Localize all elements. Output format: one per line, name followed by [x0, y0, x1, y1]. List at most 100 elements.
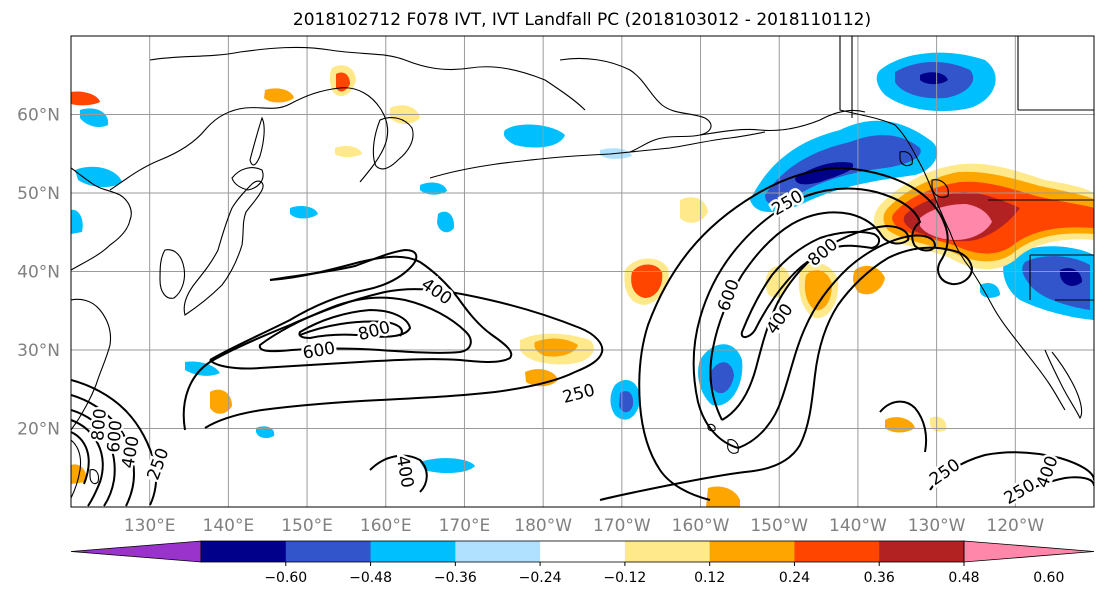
shade-region — [71, 91, 100, 106]
colorbar-segment — [285, 541, 372, 562]
ivt-contours — [71, 166, 1094, 507]
shade-region — [619, 391, 634, 413]
shade-region — [290, 206, 318, 219]
coastline — [89, 469, 100, 485]
shade-region — [920, 72, 948, 85]
colorbar-tick-label: 0.36 — [864, 570, 895, 586]
colorbar-segment — [370, 541, 456, 562]
ivt-contour-400 — [209, 255, 513, 370]
shade-region — [930, 416, 947, 432]
colorbar-segment — [201, 541, 287, 562]
colorbar-segment — [709, 541, 795, 562]
lon-tick-label: 170°E — [439, 516, 491, 536]
coastline — [71, 167, 132, 271]
shade-region — [80, 108, 109, 128]
ivt-contour-400 — [692, 187, 937, 449]
lat-tick-label: 40°N — [17, 263, 60, 283]
ivt-contour-800 — [71, 431, 90, 485]
latitude-labels: 60°N 50°N 40°N 30°N 20°N — [17, 106, 60, 440]
ivt-contour-400 — [209, 248, 418, 361]
colorbar-segment — [879, 541, 965, 562]
coastlines — [71, 36, 1083, 499]
coastline — [71, 298, 112, 431]
political-borders — [851, 36, 1094, 301]
colorbar: −0.60 −0.48 −0.36 −0.24 −0.12 0.12 0.24 0.36 0.4… — [70, 540, 1095, 586]
figure-title: 2018102712 F078 IVT, IVT Landfall PC (20… — [293, 10, 871, 30]
shade-region — [420, 182, 447, 195]
ivt-contour-800 — [298, 308, 412, 340]
longitude-labels: 130°E 140°E 150°E 160°E 170°E 180°W 170°W 160°W… — [124, 516, 1045, 536]
lon-tick-label: 170°W — [593, 516, 651, 536]
ivt-contour-800 — [71, 419, 104, 507]
ivt-contour-600 — [71, 409, 116, 507]
colorbar-segment — [794, 541, 880, 562]
lon-tick-label: 130°E — [124, 516, 176, 536]
coastline — [707, 423, 716, 432]
lon-tick-label: 180°W — [514, 516, 572, 536]
shade-region — [437, 211, 455, 233]
ivt-contour-400 — [369, 454, 428, 493]
shade-region — [534, 338, 578, 357]
shade-region — [804, 270, 832, 311]
shade-region — [920, 204, 992, 240]
shade-region — [264, 88, 294, 103]
contour-label: 800 — [88, 408, 111, 442]
shade-region — [503, 124, 565, 148]
coastline — [699, 109, 866, 136]
shade-region — [75, 166, 122, 188]
ivt-contour-250 — [71, 379, 158, 506]
shade-region — [709, 362, 734, 394]
colorbar-tick-label: 0.60 — [1033, 570, 1064, 586]
ivt-contour-250 — [929, 451, 1094, 491]
coastline — [372, 117, 414, 170]
colorbar-tick-label: 0.48 — [948, 570, 979, 586]
colorbar-segment — [540, 541, 626, 562]
coastline — [727, 439, 739, 454]
shade-region — [256, 426, 275, 439]
ivt-contour-400 — [1009, 476, 1094, 501]
ivt-contour-400 — [71, 394, 136, 507]
shade-region — [631, 264, 663, 298]
shade-region — [71, 209, 83, 234]
colorbar-extend-high — [963, 540, 1095, 563]
colorbar-tick-label: −0.12 — [603, 570, 646, 586]
ivt-contour-250 — [599, 166, 974, 501]
gridlines — [71, 36, 1094, 507]
coastline — [149, 46, 586, 111]
lat-tick-label: 30°N — [17, 341, 60, 361]
lat-tick-label: 60°N — [17, 106, 60, 126]
ivt-contour-250 — [879, 400, 928, 453]
ivt-contour-600 — [709, 211, 910, 421]
shade-region — [980, 283, 1000, 298]
colorbar-extend-low — [70, 540, 202, 563]
coastline — [71, 439, 82, 499]
shade-region — [210, 389, 232, 414]
lat-tick-label: 20°N — [17, 420, 60, 440]
shade-region — [335, 146, 362, 157]
coastline — [931, 179, 949, 198]
coastline — [429, 131, 766, 179]
map-frame — [70, 35, 1095, 508]
shade-region — [1060, 268, 1082, 286]
shade-region — [853, 265, 885, 295]
coastline — [839, 36, 1066, 411]
colorbar-segment — [624, 541, 711, 562]
coastline — [231, 167, 264, 191]
ivt-contour-250 — [299, 320, 403, 337]
colorbar-tick-label: −0.48 — [349, 570, 392, 586]
lat-tick-label: 50°N — [17, 184, 60, 204]
colorbar-tick-label: −0.24 — [519, 570, 562, 586]
coastline — [559, 57, 712, 153]
lon-tick-label: 160°W — [672, 516, 730, 536]
lon-tick-label: 130°W — [908, 516, 966, 536]
colorbar-tick-label: 0.24 — [779, 570, 810, 586]
ivt-contour-800 — [740, 230, 880, 338]
lon-tick-label: 160°E — [360, 516, 412, 536]
shade-region — [336, 72, 350, 92]
coastline — [249, 116, 265, 166]
coastline — [159, 249, 186, 299]
lon-tick-label: 140°E — [203, 516, 255, 536]
colorbar-tick-label: −0.60 — [264, 570, 307, 586]
ivt-contour-600 — [258, 296, 472, 354]
